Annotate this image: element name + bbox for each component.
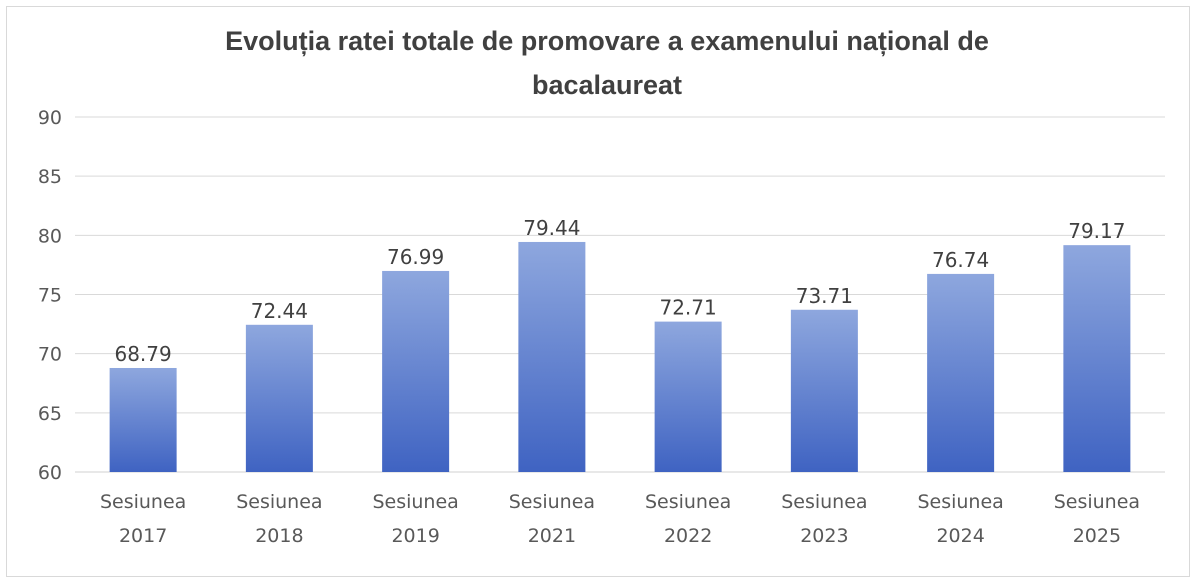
x-category-label: Sesiunea 2024 (917, 491, 1003, 547)
data-label: 79.17 (1068, 219, 1125, 243)
data-label: 76.74 (932, 248, 989, 272)
x-category-label-line: 2019 (391, 525, 439, 547)
bar (1063, 245, 1131, 472)
x-category-label-line: Sesiunea (236, 491, 322, 513)
data-label: 79.44 (523, 216, 580, 240)
bar (654, 321, 722, 472)
data-label: 72.71 (659, 296, 716, 320)
x-category-label-line: 2024 (936, 525, 984, 547)
x-category-label-line: 2017 (119, 525, 167, 547)
x-category-label-line: Sesiunea (781, 491, 867, 513)
data-label: 73.71 (796, 284, 853, 308)
y-axis-ticks: 60 65 70 75 80 85 90 (38, 107, 62, 484)
x-category-label: Sesiunea 2021 (509, 491, 595, 547)
y-tick-label: 80 (38, 225, 62, 247)
data-label: 72.44 (251, 299, 308, 323)
y-tick-label: 75 (38, 285, 62, 307)
y-tick-label: 65 (38, 403, 62, 425)
gridlines (75, 116, 1165, 473)
x-category-label: Sesiunea 2019 (372, 491, 458, 547)
x-category-label-line: Sesiunea (100, 491, 186, 513)
x-category-label: Sesiunea 2023 (781, 491, 867, 547)
x-category-label-line: Sesiunea (372, 491, 458, 513)
x-category-label-line: 2025 (1073, 525, 1121, 547)
x-category-label: Sesiunea 2022 (645, 491, 731, 547)
x-category-label: Sesiunea 2018 (236, 491, 322, 547)
y-tick-label: 90 (38, 107, 62, 129)
bar (245, 324, 313, 472)
y-tick-label: 60 (38, 462, 62, 484)
bar (109, 367, 177, 472)
bar (927, 273, 995, 472)
x-category-label-line: 2022 (664, 525, 712, 547)
x-category-label: Sesiunea 2017 (100, 491, 186, 547)
bar (790, 309, 858, 472)
data-labels: 68.79 72.44 76.99 79.44 72.71 73.71 76.74 79.17 (114, 216, 1125, 366)
y-tick-label: 70 (38, 344, 62, 366)
x-category-label-line: Sesiunea (917, 491, 1003, 513)
x-category-label-line: Sesiunea (509, 491, 595, 513)
x-category-label-line: 2021 (528, 525, 576, 547)
y-tick-label: 85 (38, 166, 62, 188)
x-category-label-line: 2018 (255, 525, 303, 547)
x-category-label-line: Sesiunea (645, 491, 731, 513)
x-category-label: Sesiunea 2025 (1054, 491, 1140, 547)
chart-title: Evoluția ratei totale de promovare a exa… (225, 26, 989, 100)
data-label: 76.99 (387, 245, 444, 269)
x-category-label-line: 2023 (800, 525, 848, 547)
bar (518, 241, 586, 472)
bar (382, 270, 450, 472)
x-category-label-line: Sesiunea (1054, 491, 1140, 513)
data-label: 68.79 (114, 342, 171, 366)
bars (109, 241, 1131, 472)
